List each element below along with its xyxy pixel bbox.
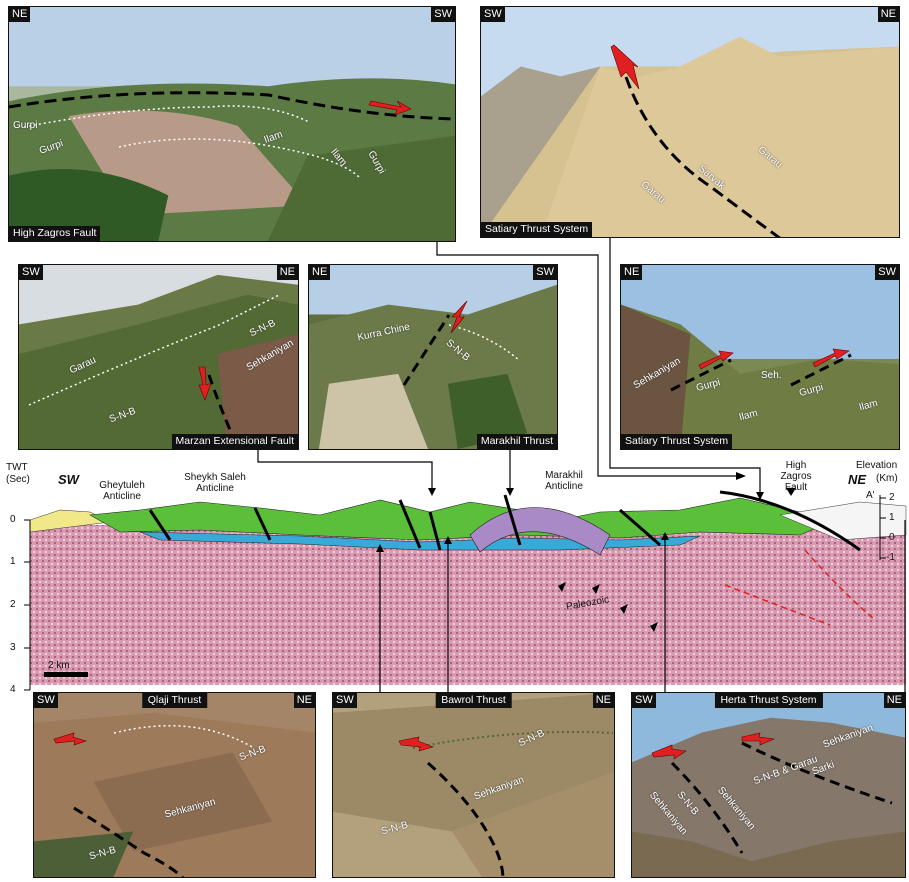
photo-caption: Bawrol Thrust: [435, 693, 512, 708]
photo-herta-thrust-system: Herta Thrust System SW NE Sehkaniyan S-N…: [631, 692, 906, 878]
elevation-ticks: [880, 497, 886, 559]
elev-tick-label: -1: [886, 552, 895, 563]
photo-image: [19, 265, 298, 449]
elevation-label: Elevation: [856, 460, 898, 471]
seismic-cross-section: TWT (Sec) SW NE Elevation (Km) A' 0 1 2 …: [0, 440, 909, 700]
orientation-left: SW: [481, 7, 505, 22]
elevation-unit: (Km): [876, 473, 898, 484]
fault-marker: [786, 488, 796, 496]
photo-qlaji-thrust: Qlaji Thrust SW NE S-N-B Sehkaniyan S-N-…: [33, 692, 316, 878]
orientation-right: NE: [877, 7, 899, 22]
photo-caption: High Zagros Fault: [9, 226, 101, 241]
structure-label: High Zagros Fault: [780, 460, 812, 493]
structure-label: Marakhil Anticline: [545, 470, 583, 492]
photo-caption: Qlaji Thrust: [141, 693, 208, 708]
photo-satiary-thrust-2: NE SW Sehkaniyan Gurpi Seh. Gurpi Ilam I…: [620, 264, 900, 450]
fault-trace: [9, 91, 455, 178]
orientation-right: SW: [875, 265, 899, 280]
paleozoic-markers: [558, 582, 658, 632]
section-drawing: [24, 488, 907, 691]
section-end-label: A': [866, 490, 875, 501]
elev-tick-label: 2: [889, 492, 895, 503]
structure-label: Sheykh Saleh Anticline: [184, 472, 246, 494]
fault-trace: [651, 732, 893, 854]
orientation-right: SW: [533, 265, 557, 280]
photo-image: [34, 693, 315, 877]
fault-trace: [402, 300, 520, 386]
blue-unit: [139, 531, 701, 551]
photo-marzan-extensional-fault: SW NE Garau S-N-B Sehkaniyan S-N-B Marza…: [18, 264, 299, 450]
orientation-right: NE: [276, 265, 298, 280]
fault-trace: [610, 44, 781, 237]
formation-label: Seh.: [761, 370, 782, 381]
scale-label: 2 km: [48, 660, 70, 671]
orientation-right: NE: [883, 693, 905, 708]
photo-image: [333, 693, 614, 877]
structure-label: Gheytuleh Anticline: [99, 480, 145, 502]
photo-image: [481, 7, 899, 237]
seismic-image: [30, 525, 906, 685]
fault-trace: [53, 725, 255, 877]
photo-image: [632, 693, 905, 877]
orientation-left: SW: [34, 693, 58, 708]
twt-tick-label: 0: [10, 514, 16, 525]
photo-satiary-thrust-1: SW NE Garau Sarvak Garau Satiary Thrust …: [480, 6, 900, 238]
twt-tick-label: 4: [10, 684, 16, 695]
elev-tick-label: 0: [889, 532, 895, 543]
twt-ticks: [24, 519, 30, 691]
twt-label: TWT: [6, 462, 28, 473]
orientation-left: SW: [19, 265, 43, 280]
deep-fault: [804, 549, 876, 621]
ne-unit: [779, 501, 907, 541]
photo-caption: Herta Thrust System: [714, 693, 823, 708]
twt-tick-label: 2: [10, 599, 16, 610]
fault-trace: [670, 348, 852, 392]
sw-label: SW: [58, 472, 79, 487]
orientation-right: NE: [592, 693, 614, 708]
deep-fault: [724, 584, 831, 626]
orientation-left: NE: [309, 265, 331, 280]
elev-tick-label: 1: [889, 512, 895, 523]
twt-unit: (Sec): [6, 474, 30, 485]
photo-caption: Marzan Extensional Fault: [171, 434, 298, 449]
photo-bawrol-thrust: Bawrol Thrust SW NE S-N-B Sehkaniyan S-N…: [332, 692, 615, 878]
photo-caption: Satiary Thrust System: [481, 222, 593, 237]
green-unit: [89, 497, 842, 541]
orientation-left: NE: [9, 7, 31, 22]
photo-image: [9, 7, 455, 241]
photo-marakhil-thrust: NE SW Kurra Chine S-N-B Marakhil Thrust: [308, 264, 558, 450]
ne-label: NE: [848, 472, 867, 487]
orientation-left: NE: [621, 265, 643, 280]
fault-trace: [398, 731, 614, 877]
orientation-right: SW: [431, 7, 455, 22]
formation-label: Gurpi: [13, 120, 38, 131]
twt-tick-label: 1: [10, 556, 16, 567]
orientation-right: NE: [293, 693, 315, 708]
photo-high-zagros-fault: NE SW Gurpi Gurpi Ilam Ilam Gurpi High Z…: [8, 6, 456, 242]
orientation-left: SW: [632, 693, 656, 708]
orientation-left: SW: [333, 693, 357, 708]
twt-tick-label: 3: [10, 642, 16, 653]
scale-bar: [44, 672, 88, 677]
